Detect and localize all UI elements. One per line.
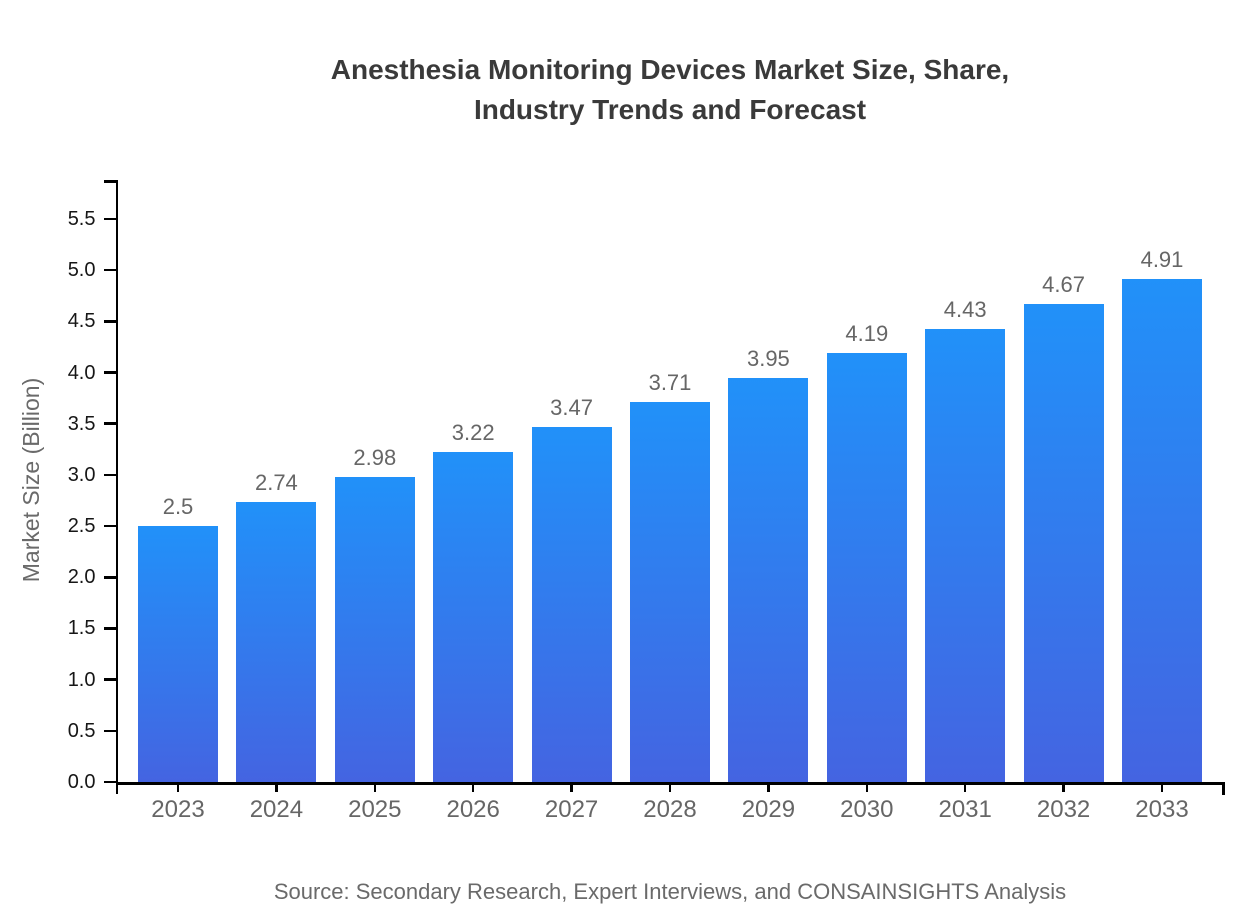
x-axis-label: 2026 bbox=[446, 796, 500, 823]
x-tick bbox=[1160, 782, 1164, 792]
bar-value-label: 4.91 bbox=[1140, 247, 1184, 273]
y-tick-label: 0.5 bbox=[67, 719, 96, 742]
bar-2031 bbox=[925, 328, 1006, 782]
bar-2024 bbox=[236, 501, 317, 782]
x-axis-label: 2032 bbox=[1036, 796, 1091, 823]
y-tick bbox=[103, 729, 116, 733]
bar-2023 bbox=[138, 526, 218, 782]
y-tick bbox=[103, 473, 116, 477]
y-tick-label: 2.5 bbox=[67, 515, 96, 538]
x-axis-label: 2025 bbox=[348, 796, 402, 823]
x-axis-end-cap bbox=[1222, 782, 1225, 795]
x-tick bbox=[963, 782, 967, 792]
bar-value-label: 4.19 bbox=[845, 321, 889, 347]
y-tick-label: 5.5 bbox=[67, 208, 96, 231]
y-tick bbox=[103, 780, 116, 784]
bar-2025 bbox=[334, 476, 415, 782]
y-tick bbox=[103, 627, 116, 630]
x-axis-label: 2030 bbox=[840, 796, 894, 823]
y-axis-line bbox=[115, 180, 118, 794]
y-tick bbox=[103, 524, 116, 528]
bar-2026 bbox=[433, 452, 514, 782]
bar-value-label: 3.47 bbox=[550, 394, 593, 420]
y-tick bbox=[103, 217, 116, 221]
bar-value-label: 4.67 bbox=[1042, 271, 1085, 297]
chart-title: Anesthesia Monitoring Devices Market Siz… bbox=[118, 50, 1222, 130]
y-tick-label: 1.5 bbox=[67, 617, 96, 640]
y-tick-label: 2.0 bbox=[67, 566, 96, 589]
x-axis-label: 2027 bbox=[544, 796, 599, 823]
y-tick-label: 3.5 bbox=[67, 412, 96, 435]
bar-2033 bbox=[1122, 279, 1202, 782]
bar-value-label: 4.43 bbox=[943, 296, 987, 322]
y-tick bbox=[103, 422, 116, 425]
bar-2030 bbox=[826, 353, 907, 782]
source-note: Source: Secondary Research, Expert Inter… bbox=[273, 879, 1067, 904]
x-axis-label: 2029 bbox=[741, 796, 796, 823]
x-tick bbox=[471, 782, 475, 792]
y-tick-label: 0.0 bbox=[67, 771, 96, 793]
y-tick bbox=[103, 371, 116, 374]
y-tick-label: 5.0 bbox=[67, 259, 96, 282]
y-axis-end-cap bbox=[103, 180, 118, 183]
x-tick bbox=[1062, 782, 1065, 792]
y-tick bbox=[103, 576, 116, 579]
y-tick-label: 4.0 bbox=[67, 361, 96, 384]
y-tick bbox=[103, 320, 116, 323]
x-tick bbox=[275, 782, 278, 792]
bar-value-label: 2.5 bbox=[162, 494, 194, 520]
chart-title-line2: Industry Trends and Forecast bbox=[473, 94, 867, 125]
bar-2029 bbox=[728, 377, 809, 782]
y-tick-label: 4.5 bbox=[67, 310, 96, 333]
x-tick bbox=[176, 782, 180, 792]
bar-value-label: 3.71 bbox=[648, 370, 692, 396]
chart-title-line1: Anesthesia Monitoring Devices Market Siz… bbox=[330, 54, 1010, 85]
x-axis-label: 2024 bbox=[249, 796, 304, 823]
bar-value-label: 2.74 bbox=[254, 469, 298, 495]
x-tick bbox=[865, 782, 869, 792]
bar-2028 bbox=[630, 402, 710, 782]
x-axis-label: 2033 bbox=[1135, 796, 1189, 823]
bar-value-label: 3.95 bbox=[746, 345, 790, 371]
bar-value-label: 3.22 bbox=[451, 420, 495, 446]
bar-2032 bbox=[1023, 303, 1104, 782]
y-tick bbox=[103, 268, 116, 272]
bar-value-label: 2.98 bbox=[353, 444, 397, 470]
x-axis-label: 2028 bbox=[643, 796, 697, 823]
x-axis-label: 2031 bbox=[938, 796, 992, 823]
x-axis-label: 2023 bbox=[151, 796, 205, 823]
y-tick-label: 3.0 bbox=[67, 463, 96, 486]
x-tick bbox=[767, 782, 770, 792]
y-tick bbox=[103, 678, 116, 681]
x-tick bbox=[373, 782, 377, 792]
x-tick bbox=[668, 782, 672, 792]
bar-2027 bbox=[531, 426, 612, 782]
y-tick-label: 1.0 bbox=[67, 668, 96, 691]
x-tick bbox=[570, 782, 573, 792]
